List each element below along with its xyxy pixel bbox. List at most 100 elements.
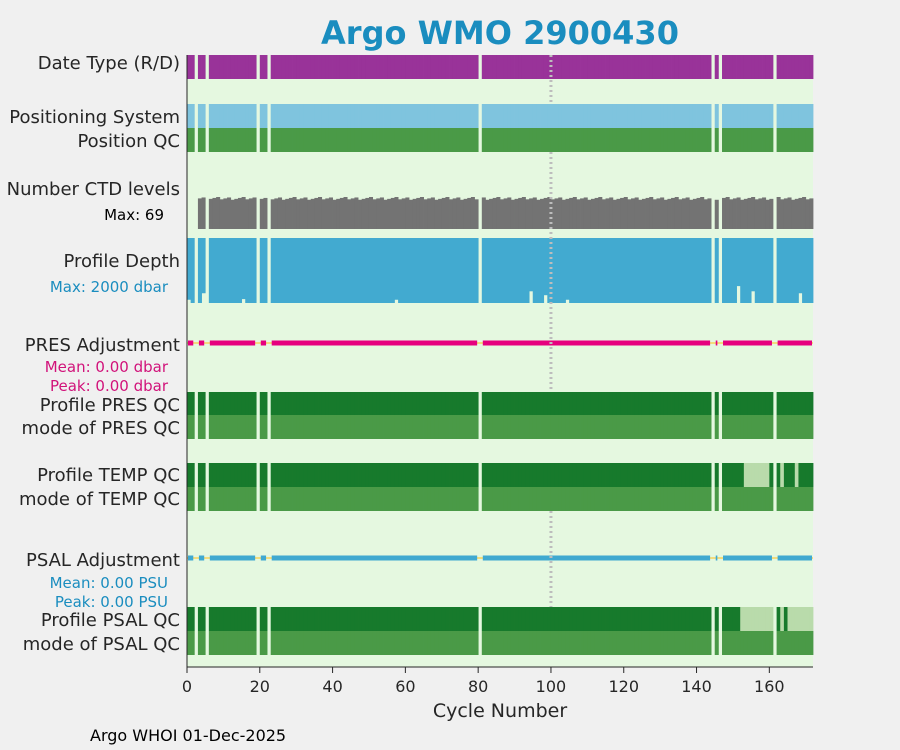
psalmode-cell [274, 631, 279, 655]
presmode-cell [201, 415, 206, 439]
psalqc-cell [379, 607, 384, 631]
presmode-cell [805, 415, 810, 439]
psalqc-cell [681, 607, 687, 631]
date-cell [470, 55, 475, 79]
ctd-level-bar [339, 197, 344, 229]
pos-cell [318, 104, 323, 128]
tempmode-cell [601, 487, 606, 511]
profile-depth-bar [492, 238, 497, 303]
profile-depth-bar [503, 238, 508, 303]
profile-depth-bar [631, 238, 636, 303]
date-cell [296, 55, 301, 79]
profile-depth-bar [445, 238, 450, 303]
psalqc-cell [358, 607, 363, 631]
profile-depth-bar [641, 238, 646, 303]
tempmode-cell [550, 487, 555, 511]
ctd-level-bar [325, 198, 330, 229]
psalmode-cell [583, 631, 588, 655]
pos-cell [569, 104, 574, 128]
presqc-cell [336, 392, 341, 415]
ctd-level-bar [561, 199, 566, 229]
psalmode-cell [216, 631, 221, 655]
tempmode-cell [700, 487, 705, 511]
tempmode-cell [681, 487, 687, 511]
tempmode-cell [798, 487, 803, 511]
psalmode-cell [667, 631, 672, 655]
pos-cell [740, 104, 745, 128]
date-cell [663, 55, 668, 79]
psalqc-cell [296, 607, 301, 631]
presmode-cell [605, 415, 610, 439]
date-cell [492, 55, 497, 79]
ctd-level-bar [725, 197, 730, 229]
presqc-cell [310, 392, 315, 415]
tempmode-cell [725, 487, 730, 511]
presmode-cell [277, 415, 283, 439]
ctd-level-bar [481, 197, 486, 229]
presqc-cell [197, 392, 202, 415]
tempqc-cell [361, 463, 366, 487]
ctd-level-bar [540, 198, 545, 229]
ctd-level-bar [805, 199, 810, 229]
presmode-cell [678, 415, 683, 439]
psalqc-cell [634, 607, 639, 631]
ctd-level-bar [678, 199, 683, 229]
tempqc-cell [751, 463, 756, 487]
ctd-level-bar [590, 198, 596, 229]
psalqc-cell [307, 607, 312, 631]
profile-depth-bar [510, 238, 515, 303]
psalqc-cell [583, 607, 588, 631]
ctd-level-bar [332, 199, 337, 229]
profile-depth-bar [463, 238, 468, 303]
profile-depth-bar [612, 238, 617, 303]
psalmode-cell [452, 631, 457, 655]
presqc-cell [798, 392, 803, 415]
posqc-cell [758, 128, 763, 152]
posqc-cell [492, 128, 497, 152]
presmode-cell [281, 415, 286, 439]
profile-depth-bar [216, 238, 221, 303]
presqc-cell [216, 392, 221, 415]
ctd-level-bar [485, 199, 490, 229]
ctd-level-bar [401, 198, 406, 229]
tempmode-cell [237, 487, 242, 511]
psalmode-cell [277, 631, 283, 655]
ctd-level-bar [259, 198, 264, 229]
date-cell [347, 55, 352, 79]
presmode-cell [543, 415, 548, 439]
tempmode-cell [674, 487, 679, 511]
pos-cell [660, 104, 665, 128]
posqc-cell [318, 128, 323, 152]
tempmode-cell [620, 487, 625, 511]
tempqc-cell [587, 463, 592, 487]
tempqc-cell [521, 463, 526, 487]
tempqc-cell [281, 463, 286, 487]
tempmode-cell [368, 487, 374, 511]
tempqc-cell [270, 463, 275, 487]
profile-depth-bar [409, 238, 414, 303]
psalmode-cell [358, 631, 363, 655]
date-cell [187, 55, 192, 79]
psalqc-cell [641, 607, 646, 631]
posqc-cell [663, 128, 668, 152]
pos-cell [230, 104, 235, 128]
ctd-level-bar [554, 198, 559, 229]
psalmode-cell [754, 631, 759, 655]
presqc-cell [379, 392, 384, 415]
tempmode-cell [500, 487, 505, 511]
presqc-cell [474, 392, 479, 415]
pos-cell [281, 104, 286, 128]
presqc-cell [667, 392, 672, 415]
posqc-cell [190, 128, 195, 152]
psalqc-cell [743, 607, 748, 631]
ctd-level-bar [791, 199, 796, 229]
psalmode-cell [565, 631, 570, 655]
date-cell [368, 55, 374, 79]
date-cell [736, 55, 741, 79]
pos-cell [758, 104, 763, 128]
tempmode-cell [197, 487, 202, 511]
pos-cell [663, 104, 668, 128]
pos-cell [212, 104, 217, 128]
tempqc-cell [383, 463, 388, 487]
tempqc-cell [456, 463, 461, 487]
